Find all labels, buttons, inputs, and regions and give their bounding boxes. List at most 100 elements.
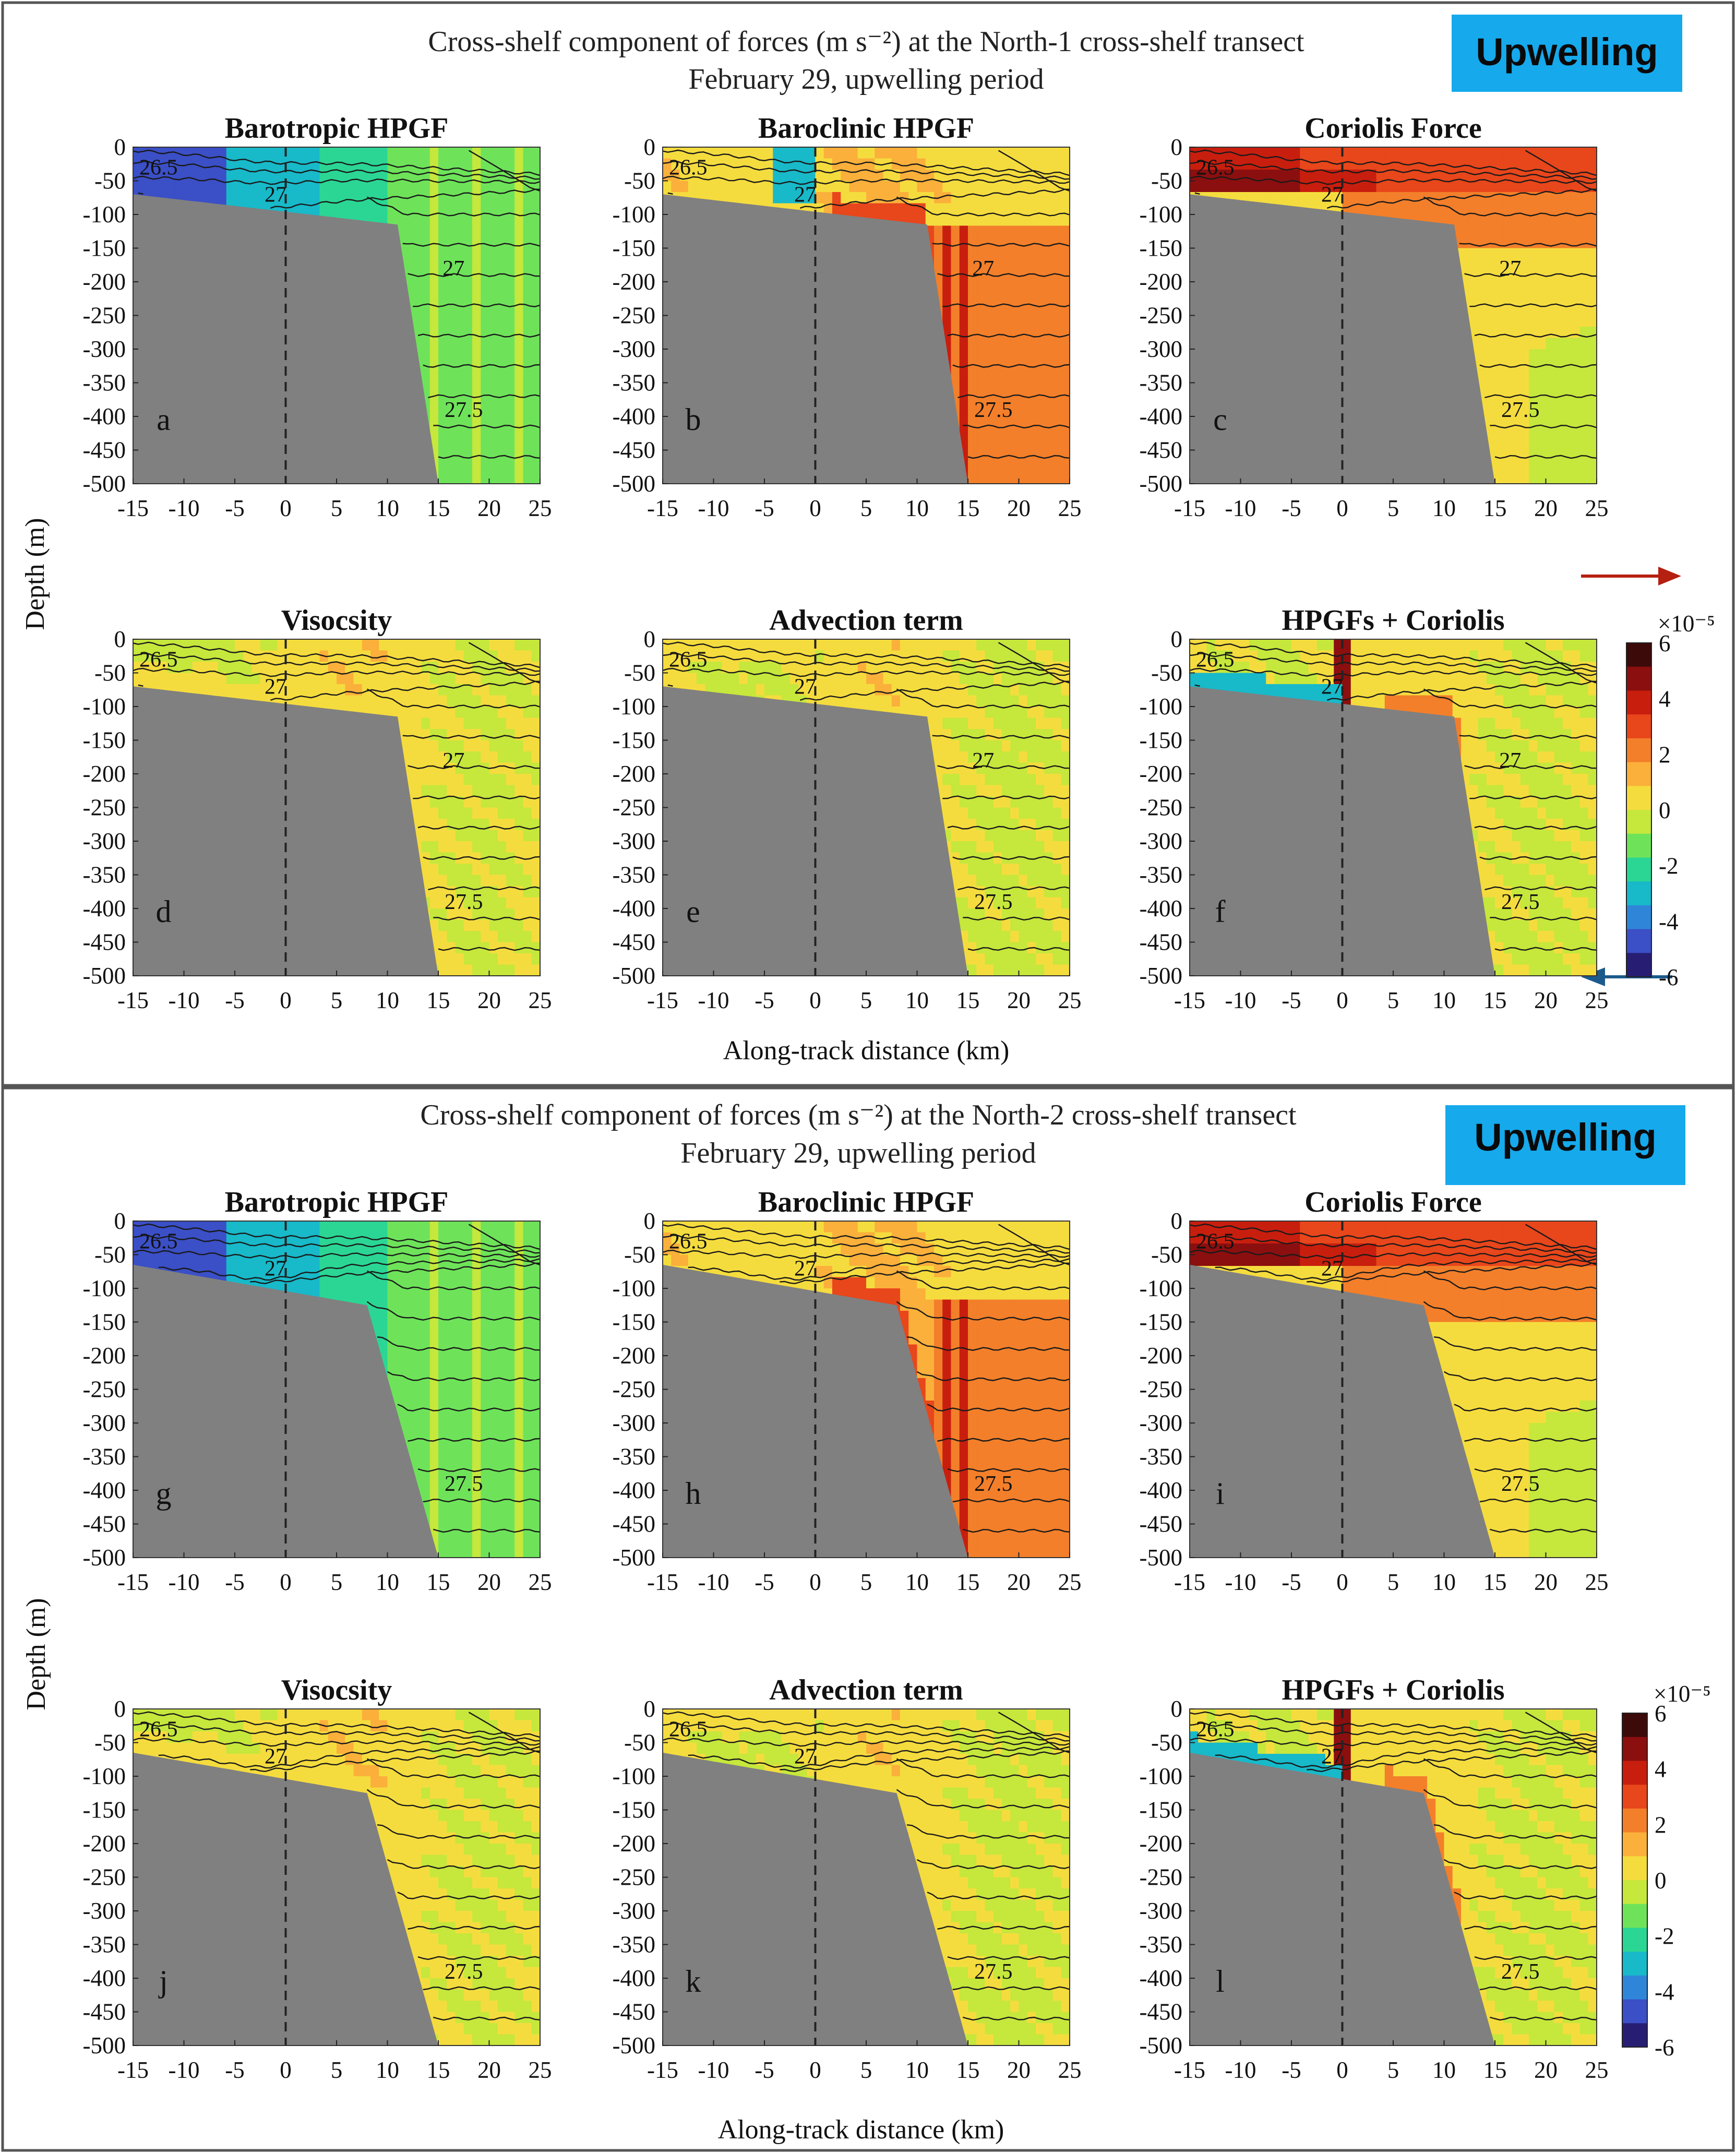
heatmap-cell (463, 382, 473, 394)
heatmap-cell (1002, 349, 1011, 361)
heatmap-cell (841, 192, 850, 204)
heatmap-cell (489, 282, 498, 294)
heatmap-cell (959, 192, 968, 204)
heatmap-cell (1044, 349, 1053, 361)
heatmap-cell (917, 147, 926, 159)
heatmap-cell (1469, 293, 1479, 305)
heatmap-cell (413, 248, 422, 260)
heatmap-cell (1002, 439, 1011, 451)
heatmap-cell (1495, 237, 1504, 249)
heatmap-cell (337, 181, 346, 193)
heatmap-cell (1503, 192, 1513, 204)
heatmap-cell (531, 237, 541, 249)
red-arrow (1581, 567, 1681, 585)
heatmap-cell (934, 147, 943, 159)
heatmap-cell (1588, 372, 1597, 384)
heatmap-cell (150, 181, 159, 193)
heatmap-cell (1002, 282, 1011, 294)
heatmap-cell (1019, 349, 1028, 361)
heatmap-cell (1435, 181, 1445, 193)
heatmap-cell (1478, 293, 1487, 305)
heatmap-cell (976, 192, 986, 204)
heatmap-cell (269, 147, 278, 159)
heatmap-cell (413, 192, 422, 204)
heatmap-cell (328, 181, 337, 193)
heatmap-cell (1546, 315, 1555, 327)
heatmap-cell (506, 259, 516, 271)
heatmap-cell (1010, 214, 1020, 226)
heatmap-cell (429, 147, 439, 159)
heatmap-cell (1384, 147, 1394, 159)
heatmap-cell (455, 225, 464, 237)
heatmap-cell (1052, 439, 1062, 451)
y-tick-label: -50 (624, 168, 655, 194)
heatmap-cell (184, 662, 193, 674)
heatmap-cell (1019, 472, 1028, 484)
heatmap-cell (1052, 461, 1062, 473)
heatmap-cell (1495, 360, 1504, 372)
heatmap-cell (506, 439, 516, 451)
heatmap-cell (1002, 304, 1011, 316)
heatmap-cell (472, 338, 482, 350)
heatmap-cell (481, 147, 490, 159)
heatmap-cell (1461, 214, 1470, 226)
heatmap-cell (1019, 225, 1028, 237)
heatmap-cell (1469, 170, 1479, 182)
heatmap-cell (1027, 439, 1036, 451)
heatmap-cell (413, 225, 422, 237)
heatmap-cell (514, 158, 524, 170)
contour-label: 27 (442, 257, 464, 281)
heatmap-cell (269, 192, 278, 204)
upwelling-badge-label-north-1: Upwelling (1476, 30, 1658, 74)
heatmap-cell (959, 214, 968, 226)
y-tick-label: -150 (83, 235, 126, 261)
heatmap-cell (866, 181, 876, 193)
heatmap-cell (1061, 349, 1070, 361)
heatmap-cell (277, 147, 286, 159)
heatmap-cell (1579, 315, 1589, 327)
heatmap-cell (1010, 237, 1020, 249)
heatmap-cell (531, 472, 541, 484)
heatmap-cell (942, 248, 952, 260)
x-tick-label: 15 (1483, 495, 1507, 521)
heatmap-cell (447, 472, 456, 484)
heatmap-cell (1019, 192, 1028, 204)
y-tick-label: -300 (613, 336, 656, 362)
heatmap-cell (447, 461, 456, 473)
heatmap-cell (362, 181, 371, 193)
heatmap-cell (209, 673, 219, 685)
contour-label: 27.5 (1501, 398, 1540, 422)
heatmap-cell (447, 349, 456, 361)
heatmap-cell (1461, 158, 1470, 170)
heatmap-cell (345, 147, 354, 159)
heatmap-cell (209, 192, 219, 204)
heatmap-cell (337, 170, 346, 182)
heatmap-cell (1402, 192, 1411, 204)
heatmap-cell (463, 349, 473, 361)
x-tick-label: 5 (331, 495, 343, 521)
heatmap-cell (925, 203, 935, 215)
heatmap-cell (925, 181, 935, 193)
heatmap-cell (472, 372, 482, 384)
y-tick-label: -450 (613, 437, 656, 463)
heatmap-cell (1520, 315, 1529, 327)
heatmap-cell (345, 181, 354, 193)
heatmap-cell (1027, 225, 1036, 237)
heatmap-cell (1512, 214, 1521, 226)
heatmap-cell (497, 349, 507, 361)
heatmap-cell (747, 170, 757, 182)
heatmap-cell (421, 282, 430, 294)
upwelling-badge-label-north-2: Upwelling (1474, 1116, 1656, 1159)
heatmap-cell (175, 147, 185, 159)
heatmap-cell (531, 158, 541, 170)
heatmap-cell (993, 248, 1002, 260)
heatmap-cell (1376, 147, 1385, 159)
heatmap-cell (1044, 416, 1053, 428)
section-title-north-2: Cross-shelf component of forces (m s⁻²) … (420, 1099, 1297, 1131)
heatmap-cell (1052, 270, 1062, 282)
heatmap-cell (1478, 237, 1487, 249)
heatmap-cell (413, 237, 422, 249)
heatmap-cell (523, 382, 532, 394)
heatmap-cell (1503, 203, 1513, 215)
heatmap-cell (1010, 293, 1020, 305)
